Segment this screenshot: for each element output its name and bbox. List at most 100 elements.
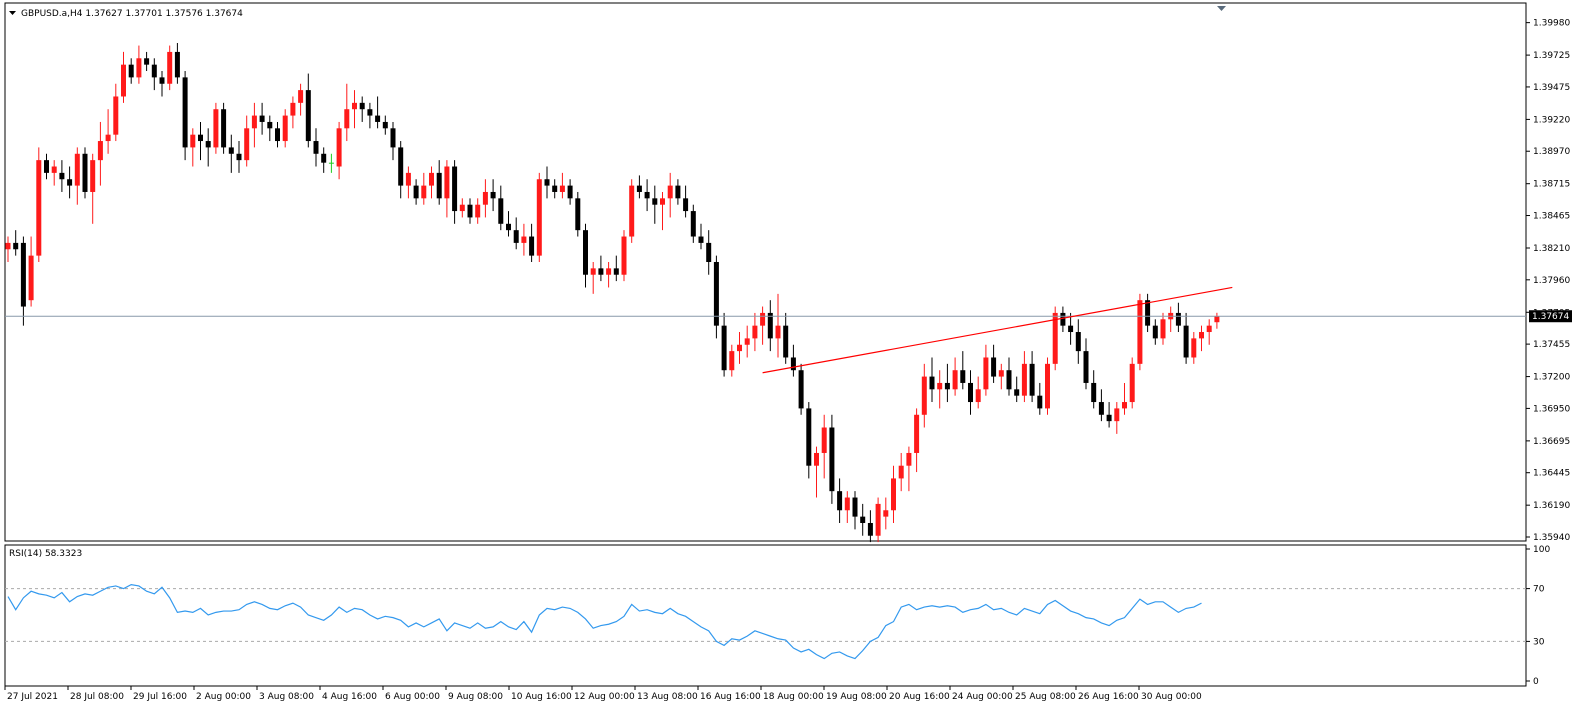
- candle: [660, 191, 665, 231]
- rsi-line: [7, 584, 1202, 660]
- candle: [498, 185, 504, 231]
- candle-body: [144, 58, 150, 65]
- candle-body: [891, 478, 896, 511]
- candle: [113, 83, 119, 142]
- candle-body: [1068, 325, 1074, 333]
- candle-body: [328, 162, 334, 164]
- candle-body: [937, 382, 943, 390]
- candle: [814, 446, 819, 498]
- candle-body: [159, 77, 165, 84]
- chart-shift-icon[interactable]: [1217, 6, 1226, 11]
- candle: [1152, 319, 1158, 345]
- candle-body: [28, 255, 34, 301]
- candle: [613, 255, 619, 282]
- candle: [282, 109, 288, 148]
- candle: [121, 51, 126, 103]
- rsi-pane[interactable]: [4, 544, 1527, 687]
- price-tick-label: 1.38715: [1533, 180, 1570, 190]
- main-pane[interactable]: [4, 2, 1527, 542]
- candle: [444, 160, 450, 218]
- candle: [513, 217, 519, 250]
- price-tick-label: 1.37960: [1533, 276, 1570, 286]
- candle-body: [467, 204, 473, 218]
- candle-body: [398, 147, 404, 186]
- candle: [837, 478, 843, 523]
- candle-body: [613, 268, 619, 275]
- candle: [375, 96, 381, 129]
- candle-body: [929, 376, 935, 390]
- candle-body: [1045, 363, 1050, 409]
- candle: [290, 96, 296, 129]
- candle-body: [814, 452, 819, 466]
- candle: [683, 185, 689, 218]
- candle-body: [713, 261, 719, 326]
- candle: [251, 102, 257, 148]
- candle-body: [706, 242, 712, 262]
- candle-body: [567, 185, 573, 199]
- candle-body: [36, 160, 42, 256]
- candle-body: [167, 51, 173, 84]
- candle-body: [1060, 312, 1066, 326]
- candle: [275, 121, 280, 148]
- candle: [467, 198, 473, 224]
- candle: [960, 351, 966, 390]
- candle-body: [775, 325, 781, 339]
- candle: [968, 370, 973, 415]
- candle-body: [521, 236, 527, 243]
- candle-body: [906, 452, 912, 466]
- price-tick-label: 1.37200: [1533, 373, 1570, 383]
- candle-body: [1152, 325, 1158, 339]
- candle-body: [875, 503, 881, 536]
- candle: [482, 179, 488, 218]
- candle-body: [1114, 408, 1120, 422]
- candle-body: [1183, 325, 1189, 358]
- candle: [698, 223, 704, 250]
- candle: [760, 306, 766, 345]
- candle-body: [1106, 414, 1112, 422]
- candle-body: [944, 382, 950, 390]
- candle-body: [459, 204, 465, 212]
- candle: [521, 223, 527, 256]
- candle-body: [898, 465, 904, 479]
- candle-body: [991, 357, 997, 377]
- candle-body: [290, 102, 296, 116]
- candle: [421, 172, 427, 205]
- candle-body: [482, 191, 488, 205]
- candle-body: [436, 172, 442, 199]
- candle-body: [1199, 332, 1204, 339]
- candle-body: [382, 121, 388, 129]
- candle: [144, 51, 150, 72]
- candle: [883, 497, 889, 530]
- candle-body: [121, 64, 126, 97]
- time-tick-label: 20 Aug 16:00: [889, 692, 950, 702]
- candle-body: [336, 128, 342, 167]
- candle-body: [737, 344, 742, 352]
- candle-body: [867, 522, 873, 536]
- candle: [1106, 402, 1112, 428]
- candle: [298, 83, 304, 116]
- candle: [721, 312, 727, 377]
- candle: [790, 344, 796, 377]
- candle-body: [190, 134, 196, 148]
- candle-body: [1129, 363, 1135, 403]
- time-tick-label: 10 Aug 16:00: [511, 692, 572, 702]
- candle-body: [644, 191, 650, 199]
- candle-body: [413, 185, 419, 199]
- candle: [1029, 351, 1035, 403]
- candle: [336, 121, 342, 180]
- candle: [5, 236, 11, 262]
- candle-body: [359, 102, 365, 110]
- candles-group: 1.37674: [5, 43, 1572, 543]
- rsi-info-label: RSI(14) 58.3323: [9, 549, 82, 559]
- price-tick-label: 1.37455: [1533, 340, 1570, 350]
- candle: [1183, 312, 1189, 364]
- candle-body: [452, 166, 458, 212]
- candle-body: [475, 204, 481, 218]
- time-tick-label: 9 Aug 08:00: [448, 692, 503, 702]
- candle-body: [105, 134, 111, 142]
- trendline[interactable]: [762, 286, 1233, 374]
- symbol-menu-chevron-down-icon[interactable]: [9, 11, 16, 15]
- candle-body: [275, 128, 280, 142]
- candle-body: [675, 185, 681, 199]
